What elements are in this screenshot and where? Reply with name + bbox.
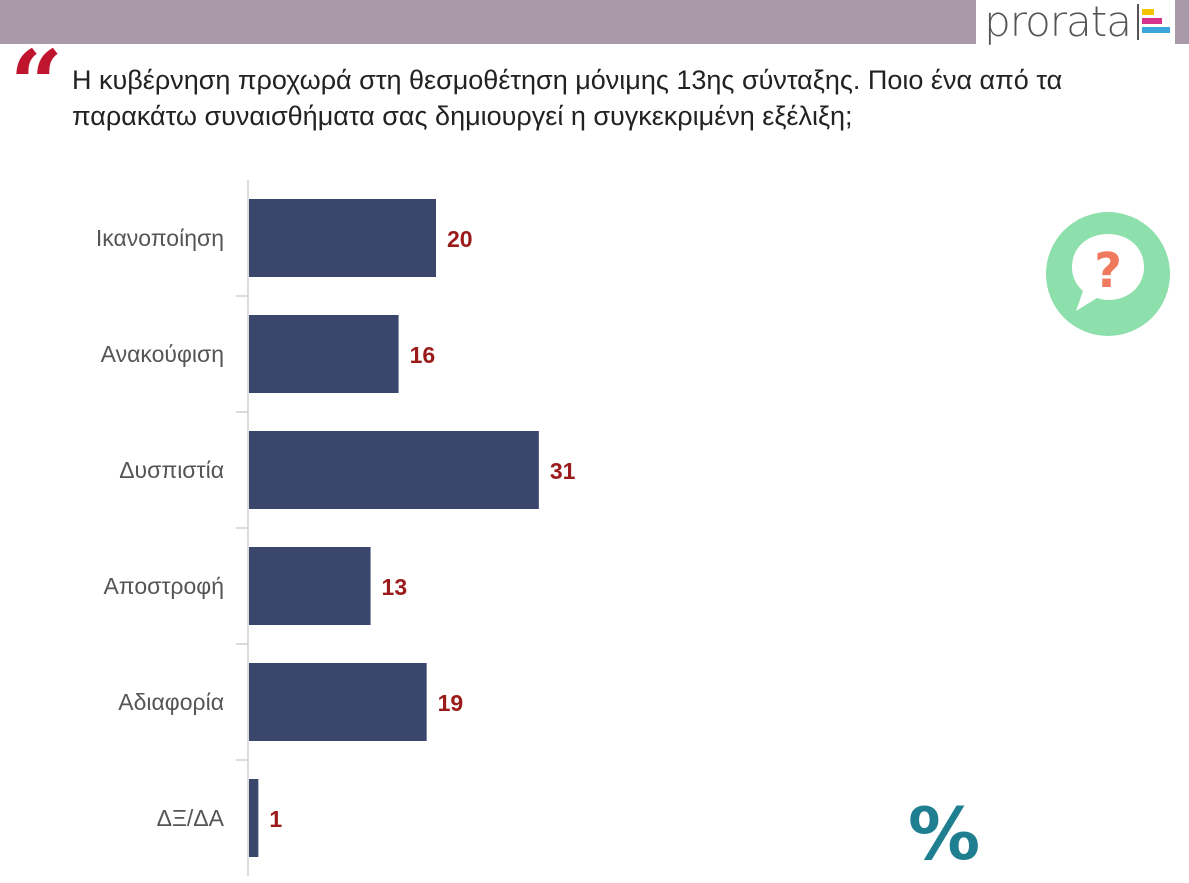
data-label: 1 [269,806,282,832]
category-label: Ικανοποίηση [96,225,224,251]
data-label: 20 [447,226,473,252]
data-label: 16 [410,342,436,368]
bar [249,779,259,857]
question-bubble-icon: ? [1046,212,1170,336]
bar [249,663,427,741]
data-label: 19 [438,690,464,716]
question-text: Η κυβέρνηση προχωρά στη θεσμοθέτηση μόνι… [72,65,1063,131]
bar [249,431,539,509]
category-label: Δυσπιστία [119,457,224,483]
bar [249,547,371,625]
data-label: 13 [382,574,408,600]
brand-name: prorata [984,0,1132,46]
quote-icon: “ [10,30,63,138]
bar [249,315,399,393]
category-label: ΔΞ/ΔΑ [157,805,225,831]
brand-logo: prorata [976,0,1175,44]
category-label: Αποστροφή [103,573,224,599]
brand-bars-icon [1137,4,1170,40]
svg-text:?: ? [1094,243,1122,299]
percent-icon: % [908,792,981,876]
category-label: Αδιαφορία [118,689,224,715]
category-label: Ανακούφιση [101,341,224,367]
data-label: 31 [550,458,576,484]
bar [249,199,436,277]
